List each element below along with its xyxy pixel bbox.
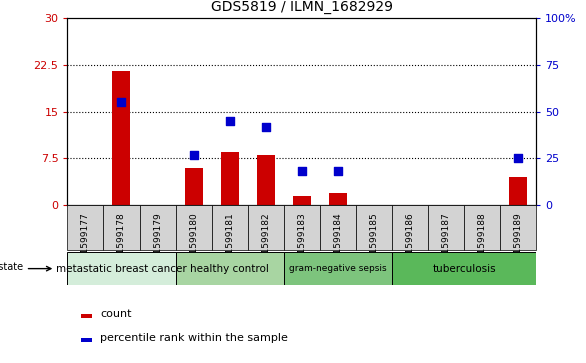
Point [513,155,523,161]
FancyBboxPatch shape [67,205,104,250]
FancyBboxPatch shape [176,205,212,250]
FancyBboxPatch shape [104,205,139,250]
Text: metastatic breast cancer: metastatic breast cancer [56,264,187,274]
Text: GSM1599187: GSM1599187 [441,212,451,273]
Bar [293,196,311,205]
Text: GSM1599184: GSM1599184 [333,212,342,273]
FancyBboxPatch shape [67,252,176,285]
Text: GSM1599180: GSM1599180 [189,212,198,273]
Text: GSM1599183: GSM1599183 [297,212,306,273]
Point [333,168,343,174]
FancyBboxPatch shape [320,205,356,250]
Text: disease state: disease state [0,262,23,272]
Text: GSM1599177: GSM1599177 [81,212,90,273]
Point [261,124,270,130]
Bar [113,71,131,205]
Text: GSM1599182: GSM1599182 [261,212,270,273]
Text: GSM1599178: GSM1599178 [117,212,126,273]
Bar [221,152,239,205]
Title: GDS5819 / ILMN_1682929: GDS5819 / ILMN_1682929 [211,0,393,15]
Text: GSM1599185: GSM1599185 [369,212,379,273]
Text: count: count [100,309,132,319]
FancyBboxPatch shape [176,252,284,285]
Bar [81,314,92,318]
Point [297,168,306,174]
FancyBboxPatch shape [139,205,176,250]
Text: GSM1599189: GSM1599189 [514,212,523,273]
Bar [81,338,92,342]
Point [117,99,126,105]
Bar [257,155,275,205]
Point [189,152,198,158]
FancyBboxPatch shape [284,252,392,285]
FancyBboxPatch shape [464,205,500,250]
Bar [509,177,527,205]
Text: healthy control: healthy control [190,264,269,274]
Point [225,118,234,124]
FancyBboxPatch shape [500,205,536,250]
FancyBboxPatch shape [212,205,248,250]
FancyBboxPatch shape [248,205,284,250]
Text: GSM1599181: GSM1599181 [225,212,234,273]
FancyBboxPatch shape [356,205,392,250]
Text: GSM1599179: GSM1599179 [153,212,162,273]
FancyBboxPatch shape [284,205,320,250]
Bar [185,168,203,205]
Text: GSM1599186: GSM1599186 [406,212,414,273]
Text: GSM1599188: GSM1599188 [478,212,486,273]
Text: gram-negative sepsis: gram-negative sepsis [289,264,387,273]
FancyBboxPatch shape [392,252,536,285]
Bar [329,193,347,205]
FancyBboxPatch shape [428,205,464,250]
Text: tuberculosis: tuberculosis [432,264,496,274]
FancyBboxPatch shape [392,205,428,250]
Text: percentile rank within the sample: percentile rank within the sample [100,333,288,343]
